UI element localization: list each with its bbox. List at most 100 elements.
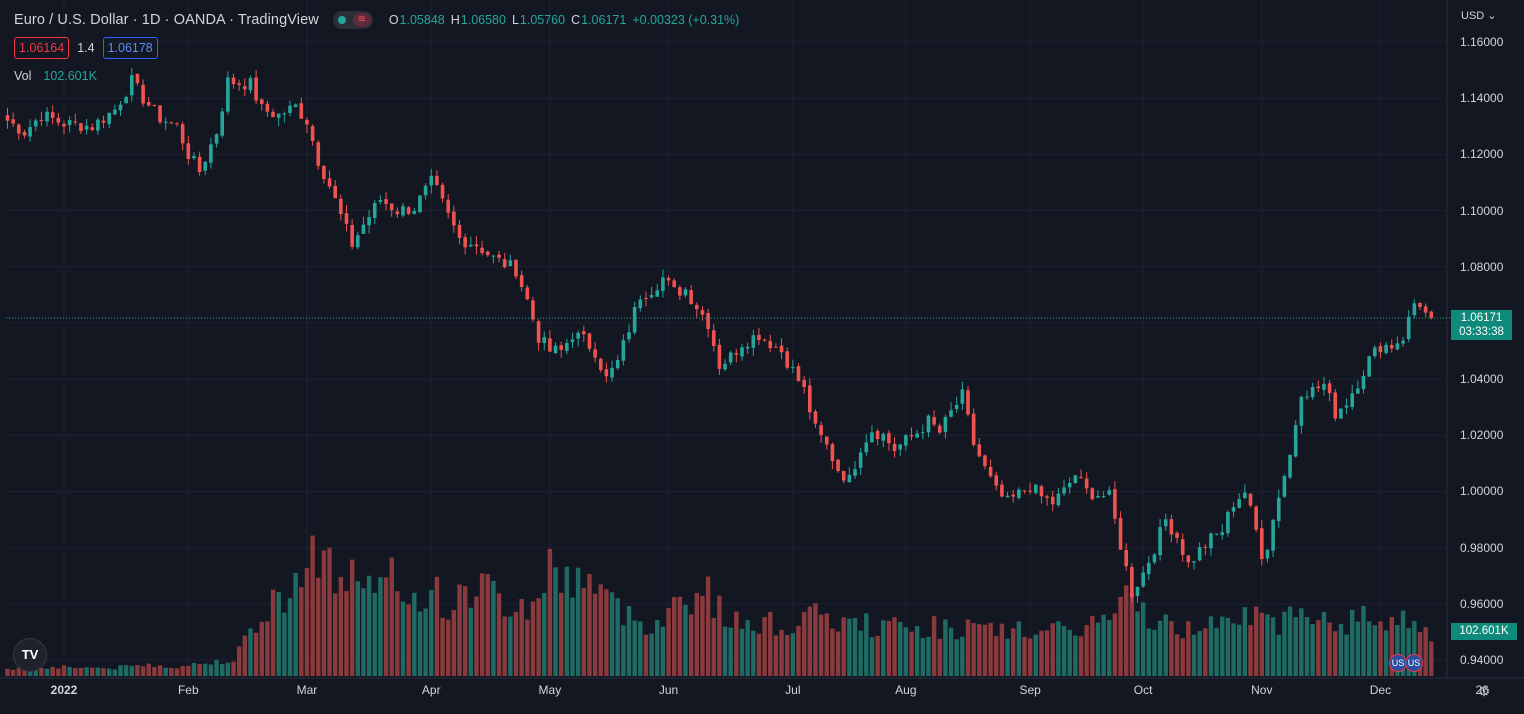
candle[interactable] [695, 302, 699, 318]
candle[interactable] [1180, 533, 1185, 562]
candle[interactable] [604, 362, 609, 383]
candle[interactable] [1401, 336, 1405, 347]
candle[interactable] [689, 284, 693, 306]
candle[interactable] [926, 414, 931, 438]
candle[interactable] [1310, 382, 1315, 400]
candle[interactable] [887, 430, 891, 451]
candle[interactable] [1169, 514, 1174, 543]
candle[interactable] [220, 108, 224, 139]
candle[interactable] [836, 459, 840, 473]
candle[interactable] [163, 117, 168, 131]
gear-icon[interactable]: ⚙ [1478, 683, 1491, 699]
candle[interactable] [1011, 489, 1015, 503]
candle[interactable] [350, 219, 354, 250]
candle[interactable] [1322, 376, 1326, 396]
candle[interactable] [429, 168, 434, 194]
candle[interactable] [1186, 555, 1191, 568]
candle[interactable] [519, 270, 524, 292]
candle[interactable] [514, 258, 518, 280]
candle[interactable] [576, 330, 580, 347]
candle[interactable] [1373, 345, 1377, 359]
candle[interactable] [598, 357, 603, 373]
candle[interactable] [423, 183, 428, 200]
candle[interactable] [627, 324, 631, 343]
candle[interactable] [717, 338, 722, 375]
candle[interactable] [1090, 487, 1095, 501]
candle[interactable] [327, 170, 332, 190]
candle[interactable] [559, 341, 563, 358]
candle[interactable] [672, 278, 676, 288]
candle[interactable] [113, 104, 117, 116]
candle[interactable] [1271, 519, 1275, 558]
candle[interactable] [469, 236, 473, 247]
candle[interactable] [678, 285, 682, 301]
candle[interactable] [56, 112, 61, 126]
candle[interactable] [474, 236, 479, 255]
candle[interactable] [435, 170, 439, 187]
candle[interactable] [1344, 398, 1349, 415]
candle[interactable] [372, 200, 377, 224]
candle[interactable] [1248, 493, 1253, 508]
candle[interactable] [649, 286, 654, 299]
candle[interactable] [158, 104, 162, 125]
candle[interactable] [565, 338, 569, 355]
candle[interactable] [310, 124, 315, 146]
candle[interactable] [276, 113, 281, 126]
candle[interactable] [525, 284, 530, 301]
candle[interactable] [96, 117, 100, 136]
candle[interactable] [485, 250, 490, 257]
candle[interactable] [1333, 388, 1338, 422]
candle[interactable] [1389, 339, 1394, 353]
candle[interactable] [1276, 489, 1281, 529]
candle[interactable] [734, 348, 739, 363]
candle[interactable] [1209, 532, 1213, 556]
candle[interactable] [536, 319, 541, 351]
candle[interactable] [745, 342, 750, 354]
candle[interactable] [892, 437, 897, 458]
candle[interactable] [1231, 502, 1236, 518]
candle[interactable] [288, 100, 292, 117]
tradingview-logo-icon[interactable]: TV [13, 638, 47, 672]
candle[interactable] [824, 436, 829, 450]
candle[interactable] [870, 425, 874, 443]
candle[interactable] [1152, 553, 1157, 565]
candle[interactable] [322, 165, 326, 184]
candle[interactable] [593, 341, 597, 363]
buy-price-button[interactable]: 1.06178 [102, 37, 158, 59]
candle[interactable] [418, 194, 422, 214]
candle[interactable] [954, 396, 959, 413]
candle[interactable] [1220, 523, 1225, 540]
candle[interactable] [90, 123, 95, 132]
candle[interactable] [1327, 380, 1332, 402]
candle[interactable] [1101, 491, 1106, 499]
candle[interactable] [1395, 336, 1400, 351]
candle[interactable] [237, 79, 241, 91]
candle[interactable] [949, 402, 953, 418]
candle[interactable] [339, 194, 343, 221]
candle[interactable] [152, 104, 157, 107]
candle[interactable] [135, 73, 140, 86]
candle[interactable] [480, 241, 484, 256]
candle[interactable] [988, 459, 993, 478]
candle[interactable] [683, 287, 688, 298]
candle[interactable] [1073, 474, 1078, 484]
candle[interactable] [259, 98, 264, 111]
candle[interactable] [582, 325, 586, 343]
candle[interactable] [1406, 310, 1411, 343]
candle[interactable] [84, 118, 89, 135]
candle[interactable] [904, 433, 908, 451]
candle[interactable] [757, 327, 761, 346]
candle[interactable] [378, 195, 383, 205]
candle[interactable] [858, 448, 863, 475]
currency-dropdown[interactable]: USD ⌄ [1461, 10, 1497, 22]
candle[interactable] [1067, 477, 1072, 494]
candle[interactable] [1163, 513, 1168, 532]
candle[interactable] [802, 375, 806, 394]
candle[interactable] [214, 133, 219, 148]
candle[interactable] [254, 70, 258, 104]
candle[interactable] [39, 111, 44, 127]
candle[interactable] [1260, 519, 1264, 566]
candle[interactable] [661, 269, 665, 298]
symbol-title[interactable]: Euro / U.S. Dollar · 1D · OANDA · Tradin… [14, 12, 319, 28]
